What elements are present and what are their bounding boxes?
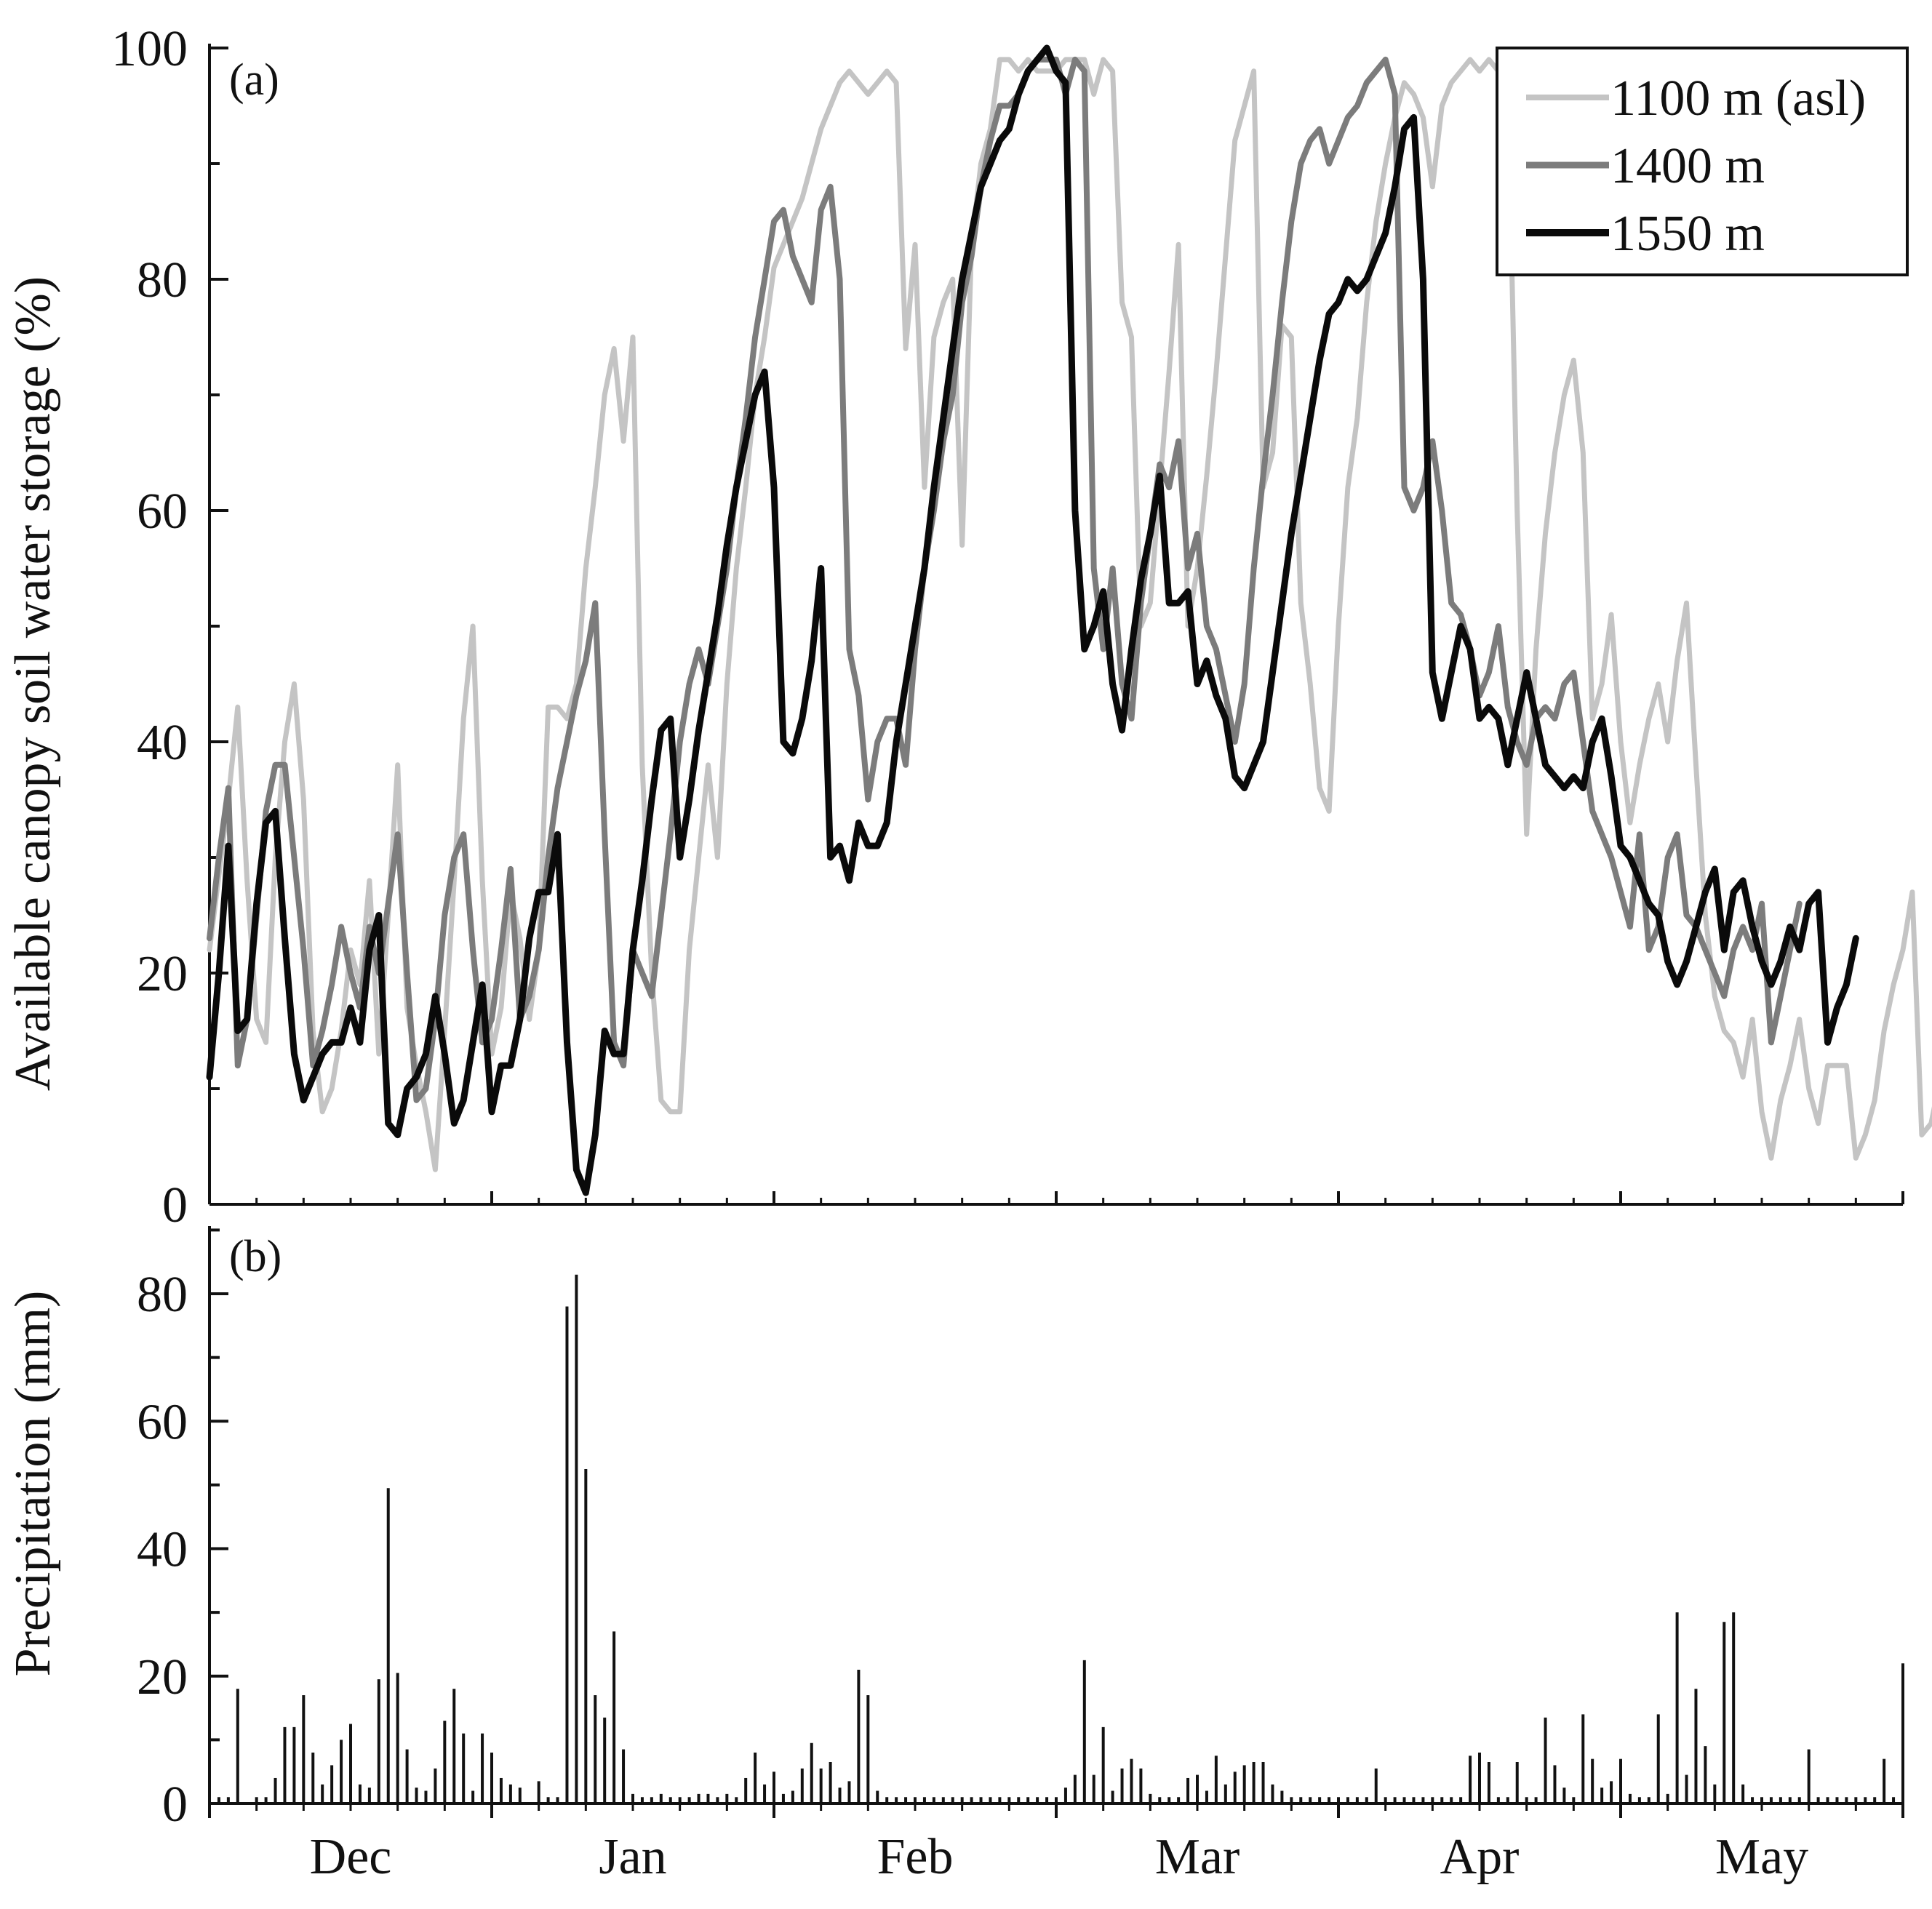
panel-b-y-tick-label: 0 — [162, 1777, 188, 1833]
series-line-3 — [206, 44, 1859, 1196]
legend: 1100 m (asl) 1400 m 1550 m — [1496, 47, 1909, 276]
panel-b-y-axis-label: Precipitation (mm) — [5, 1291, 61, 1677]
panel-b-ticks: 0 20 40 60 80 — [137, 1228, 1904, 1833]
legend-box — [1496, 47, 1909, 276]
panel-a-y-tick-label: 60 — [137, 484, 188, 540]
panel-b-y-tick-label: 20 — [137, 1649, 188, 1705]
month-label-apr: Apr — [1440, 1829, 1520, 1885]
legend-label-2: 1400 m — [1610, 138, 1765, 194]
panel-b-y-tick-label: 60 — [137, 1394, 188, 1450]
month-label-mar: Mar — [1155, 1829, 1240, 1885]
panel-a-y-tick-label: 0 — [162, 1177, 188, 1233]
month-label-feb: Feb — [877, 1829, 954, 1885]
legend-label-3: 1550 m — [1610, 206, 1765, 262]
panel-b-y-tick-label: 40 — [137, 1522, 188, 1578]
panel-b-label: (b) — [229, 1232, 282, 1281]
panel-b-bars — [208, 1274, 1904, 1804]
panel-b-precipitation-chart: 0 20 40 60 80 Dec Jan Feb Mar Apr May Precipitati… — [5, 1226, 1904, 1885]
panel-b-y-tick-label: 80 — [137, 1267, 188, 1323]
legend-label-1: 1100 m (asl) — [1610, 71, 1866, 127]
panel-a-soil-water-chart: 0 20 40 60 80 100 Available canopy soil water… — [5, 21, 1932, 1233]
panel-b-month-labels: Dec Jan Feb Mar Apr May — [310, 1829, 1809, 1885]
panel-a-y-tick-label: 100 — [111, 21, 188, 77]
panel-a-label: (a) — [229, 55, 279, 105]
panel-a-ticks: 0 20 40 60 80 100 — [111, 21, 1904, 1233]
month-label-dec: Dec — [310, 1829, 392, 1885]
series-line-1 — [207, 57, 1932, 1172]
panel-a-y-tick-label: 80 — [137, 252, 188, 308]
panel-a-y-tick-label: 40 — [137, 715, 188, 771]
panel-a-y-tick-label: 20 — [137, 946, 188, 1002]
month-label-may: May — [1715, 1829, 1808, 1885]
panel-a-y-axis-label: Available canopy soil water storage (%) — [5, 276, 61, 1091]
panel-a-series — [206, 44, 1932, 1196]
month-label-jan: Jan — [599, 1829, 666, 1885]
panel-b-axes — [208, 1226, 1903, 1805]
